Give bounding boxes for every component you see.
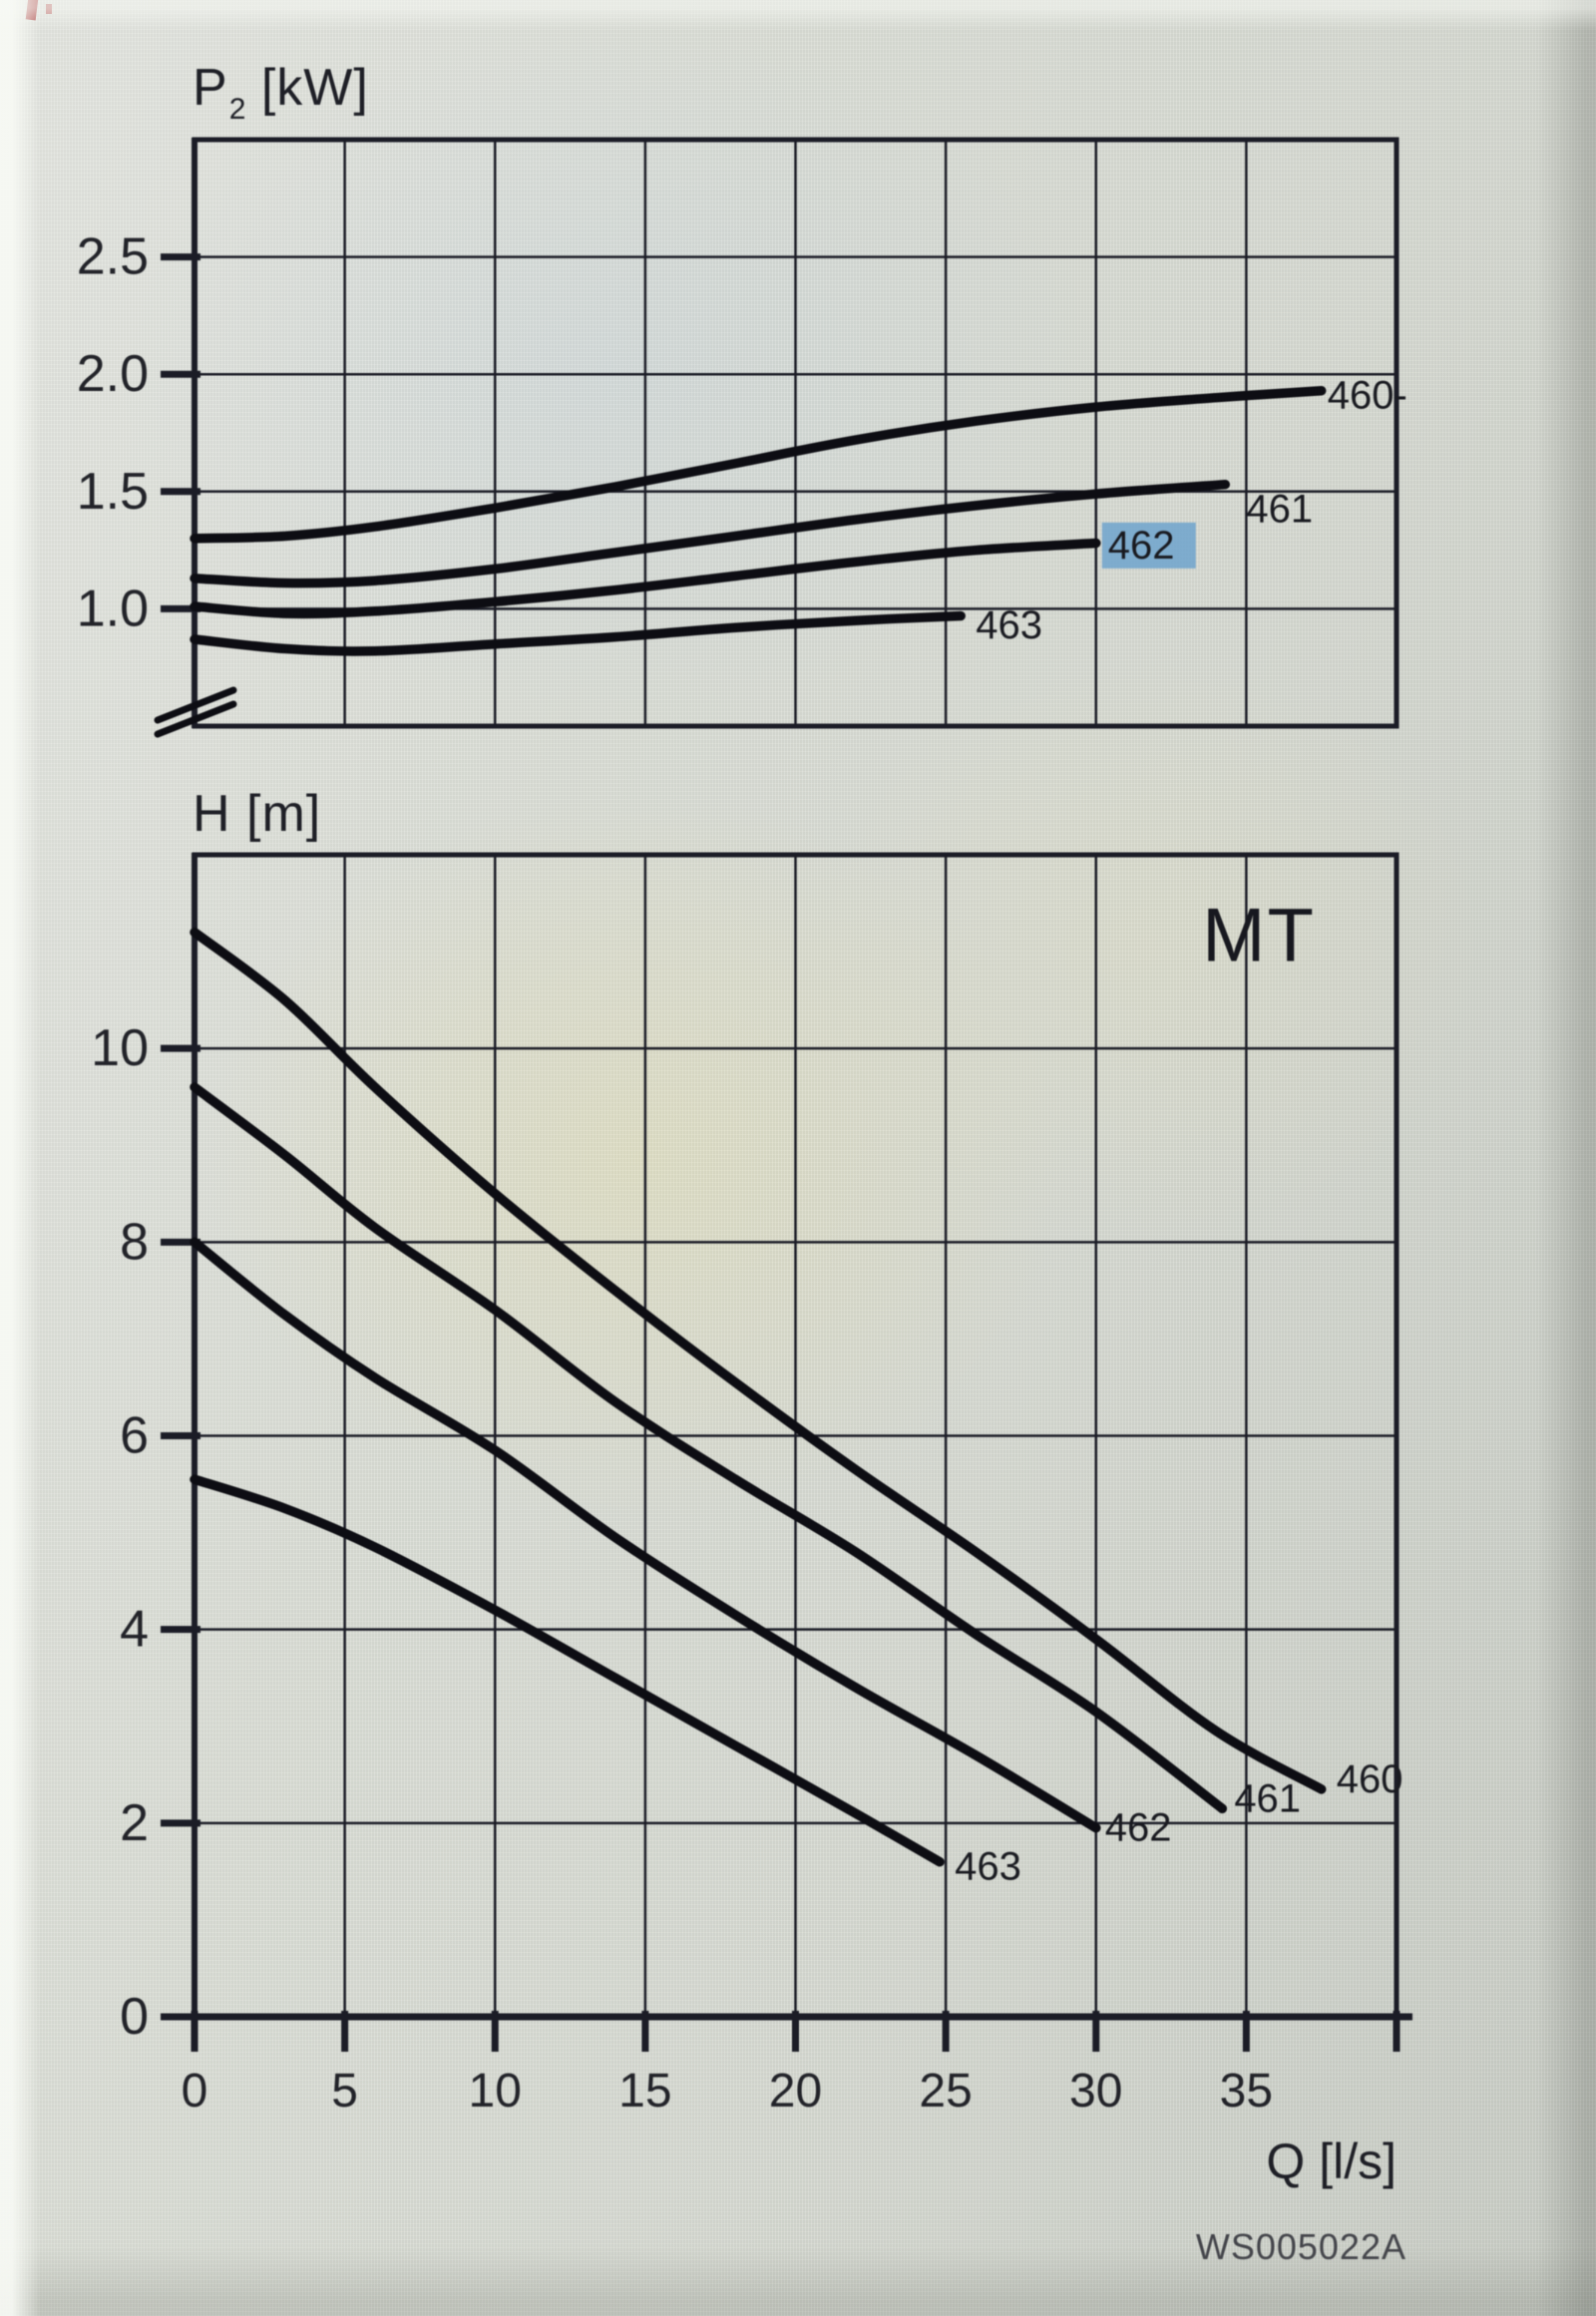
power-axis-title-main: P <box>193 59 228 117</box>
head-axis-title: H [m] <box>193 785 322 843</box>
y-tick-label: 4 <box>120 1601 149 1659</box>
photo-artifact-mark-small <box>46 4 52 14</box>
curve-label-highlight-462 <box>1101 522 1196 569</box>
curves-layer: 460 461 462 463 <box>190 927 1403 1889</box>
mt-range-label: MT <box>1202 893 1316 978</box>
curve-462 <box>190 538 1101 619</box>
curve-label-463: 463 <box>955 1845 1021 1889</box>
x-tick-label: 15 <box>618 2065 671 2118</box>
curve-463 <box>190 1474 945 1867</box>
curves-layer: 460- 461 462 463 <box>190 373 1407 656</box>
x-tick-label: 25 <box>919 2065 972 2118</box>
flow-axis-title: Q [l/s] <box>1266 2133 1396 2189</box>
curve-463 <box>190 610 966 656</box>
y-tick-label: 10 <box>91 1019 149 1077</box>
y-tick-label: 1.0 <box>77 579 149 637</box>
curve-label-461: 461 <box>1234 1777 1301 1821</box>
y-tick-label: 2.5 <box>77 228 149 286</box>
head-curves: 0 2 4 6 8 10 0 5 10 15 20 25 30 35 460 461 462 463 <box>91 852 1412 2118</box>
x-tick-label: 5 <box>331 2065 358 2118</box>
curve-461 <box>190 1082 1228 1814</box>
x-tick-layer: 0 5 10 15 20 25 30 35 <box>182 2011 1400 2118</box>
curve-461 <box>190 479 1231 588</box>
y-tick-label: 0 <box>120 1988 149 2046</box>
curve-462 <box>190 1237 1101 1833</box>
curve-label-462: 462 <box>1108 524 1175 568</box>
y-tick-label: 2 <box>120 1794 149 1852</box>
power-axis-title-sub: 2 <box>228 93 247 126</box>
curve-label-460: 460- <box>1328 373 1407 417</box>
grid-layer <box>195 855 1396 2017</box>
curve-label-462: 462 <box>1105 1806 1172 1850</box>
y-tick-label: 2.0 <box>77 345 149 403</box>
power-axis-title: P2 [kW] <box>193 58 369 126</box>
x-tick-label: 20 <box>769 2065 822 2118</box>
curve-label-463: 463 <box>976 603 1042 647</box>
curve-460 <box>190 927 1327 1794</box>
y-tick-label: 1.5 <box>77 463 149 521</box>
x-tick-label: 10 <box>469 2065 522 2118</box>
grid-layer <box>195 140 1396 726</box>
y-tick-label: 6 <box>120 1407 149 1465</box>
axis-break-icon <box>154 686 237 738</box>
y-tick-label: 8 <box>120 1213 149 1271</box>
x-tick-label: 30 <box>1069 2065 1122 2118</box>
drawing-number-watermark: WS005022A <box>1195 2226 1406 2267</box>
curve-label-461: 461 <box>1246 487 1313 531</box>
power-curves: 1.0 1.5 2.0 2.5 460- 461 462 463 <box>77 137 1407 738</box>
x-tick-label: 0 <box>182 2065 208 2118</box>
curve-label-460: 460 <box>1337 1757 1403 1801</box>
power-axis-title-unit: [kW] <box>245 59 369 117</box>
curve-460 <box>190 385 1327 544</box>
y-tick-layer: 0 2 4 6 8 10 <box>91 1019 200 2046</box>
x-tick-label: 35 <box>1220 2065 1273 2118</box>
y-tick-layer: 1.0 1.5 2.0 2.5 <box>77 228 200 637</box>
